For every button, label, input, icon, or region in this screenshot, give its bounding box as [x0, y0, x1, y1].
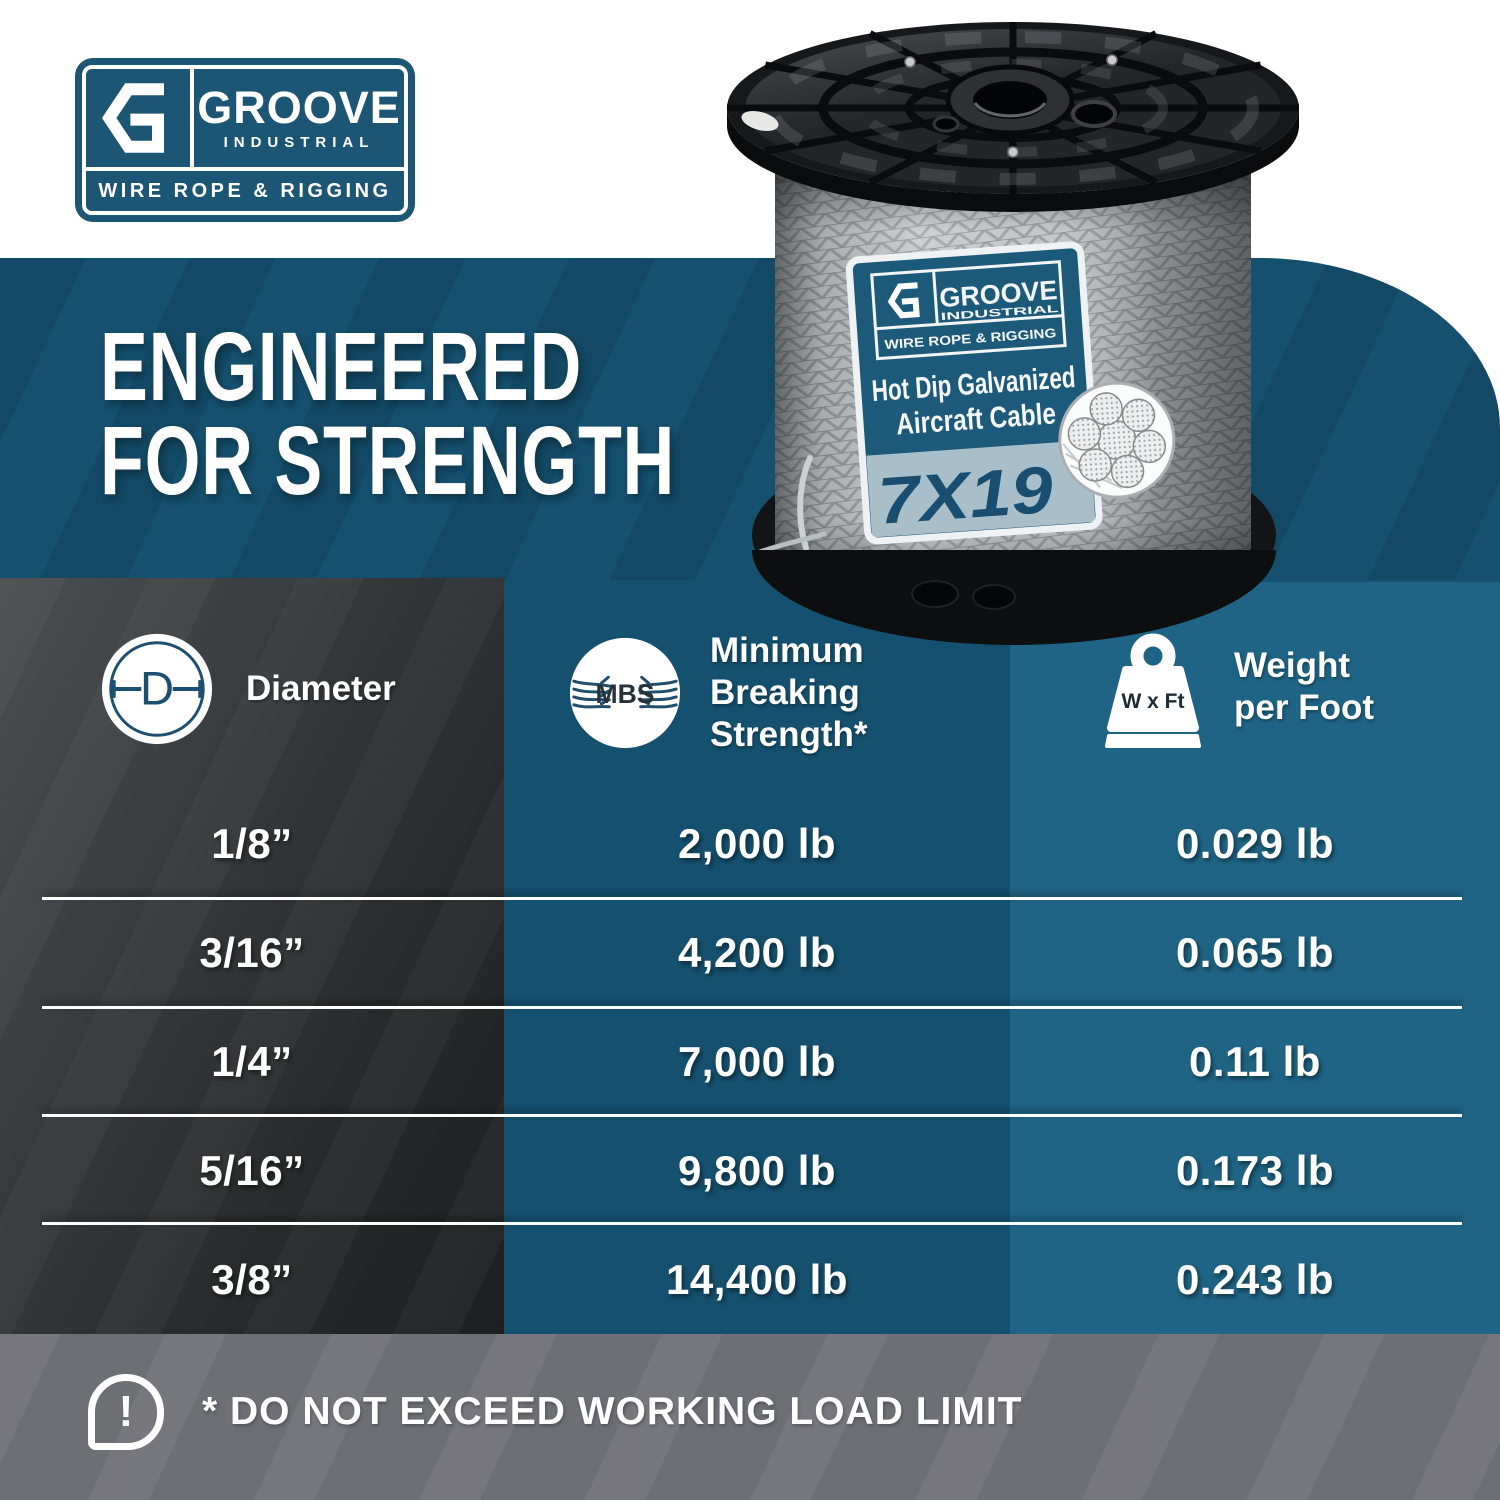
- product-photo: GROOVE INDUSTRIAL WIRE ROPE & RIGGING Ho…: [727, 22, 1299, 645]
- row-divider: [42, 1006, 1462, 1009]
- svg-text:MBS: MBS: [596, 679, 655, 709]
- table-row: 5/16” 9,800 lb 0.173 lb: [0, 1116, 1500, 1225]
- headline-line2: FOR STRENGTH: [100, 406, 676, 516]
- brand-logo: GROOVE INDUSTRIAL WIRE ROPE & RIGGING: [75, 58, 415, 222]
- footer-band: [0, 1334, 1500, 1500]
- column-label: Diameter: [246, 669, 396, 708]
- groove-g-icon: [86, 69, 190, 167]
- weight-cell: 0.243 lb: [1175, 1255, 1335, 1303]
- label-brand-logo: [870, 260, 1067, 361]
- diameter-cell: 1/4”: [211, 1037, 293, 1085]
- row-divider: [42, 1114, 1462, 1117]
- weight-cell: 0.065 lb: [1175, 929, 1335, 977]
- diameter-cell: 1/8”: [211, 820, 293, 868]
- spool-bottom-flange-lip: [752, 550, 1276, 645]
- table-row: 1/8” 2,000 lb 0.029 lb: [0, 790, 1500, 899]
- mbs-cell: 9,800 lb: [677, 1146, 837, 1194]
- svg-text:D: D: [140, 663, 174, 716]
- brand-tagline: WIRE ROPE & RIGGING: [98, 179, 392, 202]
- brand-logo-frame: GROOVE INDUSTRIAL WIRE ROPE & RIGGING: [82, 65, 408, 215]
- spool-center-hole: [973, 81, 1047, 119]
- logo-divider: [190, 69, 194, 167]
- headline-line1: ENGINEERED: [100, 312, 583, 421]
- column-label: Minimum Breaking Strength*: [710, 631, 868, 754]
- label-construction: 7X19: [875, 452, 1055, 538]
- column-header-weight: W x Ft Weight per Foot: [1098, 624, 1374, 750]
- mbs-cell: 7,000 lb: [677, 1037, 837, 1085]
- mbs-cell: 14,400 lb: [666, 1255, 848, 1303]
- product-label: GROOVE INDUSTRIAL WIRE ROPE & RIGGING Ho…: [845, 241, 1176, 545]
- diameter-cell: 3/16”: [199, 929, 305, 977]
- brand-name: GROOVE: [197, 82, 401, 133]
- svg-text:W x Ft: W x Ft: [1122, 690, 1185, 713]
- weight-cell: 0.173 lb: [1175, 1146, 1335, 1194]
- row-divider: [42, 1222, 1462, 1225]
- diameter-column-background: [0, 578, 504, 1334]
- mbs-cell: 4,200 lb: [677, 929, 837, 977]
- mbs-icon: MBS: [569, 637, 681, 749]
- table-row: 1/4” 7,000 lb 0.11 lb: [0, 1008, 1500, 1117]
- warning-bubble-icon: !: [88, 1374, 164, 1450]
- spool-top-flange: [727, 22, 1299, 212]
- headline: ENGINEERED FOR STRENGTH: [100, 312, 676, 516]
- row-divider: [42, 897, 1462, 900]
- weight-column-background: [1010, 582, 1500, 1334]
- loose-wire-end: [757, 455, 827, 555]
- weight-icon: W x Ft: [1105, 633, 1201, 748]
- table-row: 3/8” 14,400 lb 0.243 lb: [0, 1225, 1500, 1334]
- diameter-icon: D: [101, 633, 213, 745]
- column-label: Weight per Foot: [1234, 646, 1374, 727]
- logo-divider: [86, 167, 404, 171]
- brand-subname: INDUSTRIAL: [223, 134, 375, 151]
- mbs-cell: 2,000 lb: [677, 820, 837, 868]
- column-header-mbs: MBS Minimum Breaking Strength*: [566, 630, 868, 756]
- weight-cell: 0.029 lb: [1175, 820, 1335, 868]
- table-row: 3/16” 4,200 lb 0.065 lb: [0, 899, 1500, 1008]
- footer-note-text: * DO NOT EXCEED WORKING LOAD LIMIT: [202, 1390, 1023, 1433]
- footer-note: ! * DO NOT EXCEED WORKING LOAD LIMIT: [88, 1374, 1023, 1450]
- diameter-cell: 3/8”: [211, 1255, 293, 1303]
- diameter-cell: 5/16”: [199, 1146, 305, 1194]
- cable-cross-section-diagram: [1058, 381, 1176, 499]
- spec-table-rows: 1/8” 2,000 lb 0.029 lb 3/16” 4,200 lb 0.…: [0, 790, 1500, 1334]
- weight-cell: 0.11 lb: [1189, 1037, 1321, 1085]
- column-header-diameter: D Diameter: [98, 630, 396, 748]
